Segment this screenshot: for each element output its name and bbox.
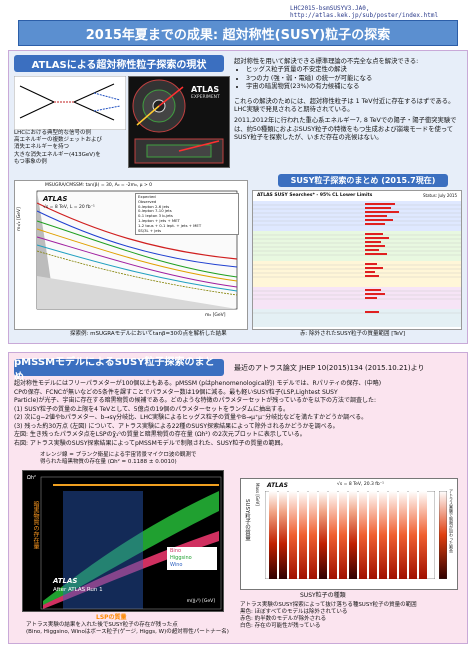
legend-item: 1-2 taus + 0-1 lept. + jets + MET (138, 222, 202, 228)
section-heading-summary: SUSY粒子探索のまとめ (2015.7現在) (278, 174, 448, 187)
omega-plot: 暗黒物質の存在量 Ωh² Bino Higgsino Wino ATLAS Af… (22, 470, 224, 612)
event-display-front (132, 79, 186, 133)
feynman-diagram (14, 76, 126, 130)
pmssm-line: Particle)が光子、宇宙に存在する暗黒物質の候補である。どのような特徴のパ… (14, 397, 376, 404)
expectation-text: これらの解決のためには、超対称性粒子は 1 TeV付近に存在するはずである。LH… (234, 97, 455, 114)
susy-mass-grid (265, 491, 435, 579)
pmssm-line: (1) SUSY粒子の質量の上限を4 TeVとして、5億点の19個のパラメターセ… (14, 405, 290, 413)
omega-ylabel: 暗黒物質の存在量 (32, 501, 39, 549)
legend-item: 1-lepton + jets + MET (138, 217, 180, 223)
summary-caption: 赤: 除外されたSUSY粒子の質量範囲 [TeV] (300, 331, 406, 337)
pmssm-line: CPの保存、FCNCが無いなどの5条件を課すことでパラメター数は19個に減る。最… (14, 388, 338, 396)
search-result-text: 2011,2012年に行われた重心系エネルギー7, 8 TeVでの陽子・陽子衝突… (234, 117, 457, 142)
msugra-atlas-label: ATLAS (43, 195, 68, 203)
summary-table: ATLAS SUSY Searches* - 95% CL Lower Limi… (252, 190, 462, 330)
omega-legend: Bino Higgsino Wino (167, 547, 217, 570)
msugra-legend: Expected Observed 0-lepton 2-6 jets 0-le… (135, 193, 239, 236)
benefits-list: ヒッグス粒子質量の不安定性の解決 3つの力 (強・弱・電磁) の統一が可能になる… (234, 66, 460, 91)
pmssm-line: 右図: アトラス実験のSUSY探索結果によってpMSSMモデルで制限された、SU… (14, 439, 287, 447)
legend-item-wino: Wino (170, 562, 183, 568)
diagram-caption-signal: LHCにおける典型的な信号の例 高エネルギーの複数ジェットおよび 消失エネルギー… (14, 130, 103, 150)
list-item: ヒッグス粒子質量の不安定性の解決 (246, 66, 460, 74)
omega-y-axis: Ωh² (27, 475, 36, 481)
susy-mass-side-label: アトラス実験で制限が加わった割合 (449, 489, 454, 553)
pmssm-line: (3) 残った約30万点 (左図) について、アトラス実験による22種のSUSY… (14, 422, 339, 430)
omega-caption: アトラス実験の結果を入れた後でSUSY粒子の存在が残った点 (Bino, Hig… (26, 622, 229, 635)
section-heading-atlas: ATLASによる超対称性粒子探索の現状 (14, 55, 224, 72)
msugra-ylabel: m₁/₂ [GeV] (17, 207, 22, 231)
susy-mass-unit: Mass [GeV] (255, 483, 260, 506)
susy-mass-plot: SUSY粒子の質量 Mass [GeV] ATLAS √s = 8 TeV, 2… (240, 478, 458, 590)
omega-xunit: m(χ̃₁⁰) [GeV] (186, 599, 215, 604)
msugra-plot-title: MSUGRA/CMSSM: tan(β) = 30, A₀ = -2m₀, μ … (45, 183, 153, 188)
legend-item: 0-lepton 2-6 jets (138, 203, 170, 209)
omega-atlas-label: ATLAS (53, 577, 78, 585)
legend-item: Observed (138, 198, 157, 204)
susy-mass-info: √s = 8 TeV, 20.3 fb⁻¹ (337, 482, 384, 487)
atlas-logo-sub: EXPERIMENT (191, 95, 220, 100)
omega-run-label: After ATLAS Run 1 (53, 587, 103, 593)
legend-item-higgsino: Higgsino (170, 555, 192, 561)
msugra-lumi: √s = 8 TeV, L = 20 fb⁻¹ (43, 205, 95, 210)
susy-mass-xlabel: SUSY粒子の種類 (300, 592, 346, 599)
planck-annotation: オレンジ線 = プランク衛星による宇宙背景マイクロ波の観測で 得られた暗黒物質の… (40, 452, 197, 465)
susy-mass-atlas: ATLAS (267, 482, 288, 489)
atlas-logo: ATLAS (191, 85, 220, 94)
susy-mass-ylabel: SUSY粒子の質量 (244, 499, 250, 541)
pmssm-line: 左図: 生き残ったパラメタ点をLSPのχ̃₁⁰の質量と暗黒物質の存在量 (Ωh²… (14, 431, 306, 438)
legend-item: SS/3L + jets (138, 227, 162, 233)
summary-table-status: Status: July 2015 (422, 193, 457, 198)
page-title: 2015年夏までの成果: 超対称性(SUSY)粒子の探索 (18, 20, 458, 46)
pmssm-line: 超対称性モデルにはフリーパラメターが100個以上もある。pMSSM (pはphe… (14, 380, 382, 387)
legend-item-bino: Bino (170, 548, 182, 554)
pmssm-reference[interactable]: 最近のアトラス論文 JHEP 10(2015)134 (2015.10.21)よ… (234, 364, 425, 372)
msugra-xlabel: m₀ [GeV] (205, 313, 226, 318)
legend-item: 0-lepton 7-10 jets (138, 208, 172, 214)
legend-item: 0-1 lepton 3 b-jets (138, 213, 173, 219)
susy-mass-colorbar (439, 491, 447, 579)
section-heading-pmssm: pMSSMモデルによるSUSY粒子探索のまとめ (14, 357, 224, 383)
list-item: 宇宙の暗黒物質(23%)の有力候補になる (246, 83, 460, 91)
pmssm-text: 超対称性モデルにはフリーパラメターが100個以上もある。pMSSM (pはphe… (14, 380, 464, 448)
event-display: ATLAS EXPERIMENT (128, 76, 230, 168)
pmssm-line: (2) 次にg−2値やbパラメター、b→sγ分岐比、LHC実験によるヒッグス粒子… (14, 414, 368, 421)
msugra-plot: MSUGRA/CMSSM: tan(β) = 30, A₀ = -2m₀, μ … (14, 180, 248, 330)
susy-mass-caption: アトラス実験のSUSY探索によって抜け落ちる種SUSY粒子の質量の範囲 黒色: … (240, 602, 417, 629)
msugra-caption: 探索例: mSUGRAモデルにおいてtanβ=30の点を解析した結果 (70, 331, 227, 337)
list-item: 3つの力 (強・弱・電磁) の統一が可能になる (246, 75, 460, 83)
legend-item: Expected (138, 194, 156, 199)
omega-xlabel: LSPの質量 (96, 614, 127, 621)
summary-table-title: ATLAS SUSY Searches* - 95% CL Lower Limi… (257, 193, 373, 198)
poster-url[interactable]: LHC2015-bsmSUSYV3.JA0, http://atlas.kek.… (290, 5, 439, 19)
event-display-side (134, 138, 224, 164)
summary-table-rows (253, 201, 461, 327)
intro-text: 超対称性を用いて解決できる標準理論の不完全な点を解決できる: (234, 58, 419, 65)
section1-text: 超対称性を用いて解決できる標準理論の不完全な点を解決できる: ヒッグス粒子質量の… (234, 58, 460, 143)
diagram-caption-met: 大きな消失エネルギー(413GeV)を もつ事象の例 (14, 152, 101, 165)
